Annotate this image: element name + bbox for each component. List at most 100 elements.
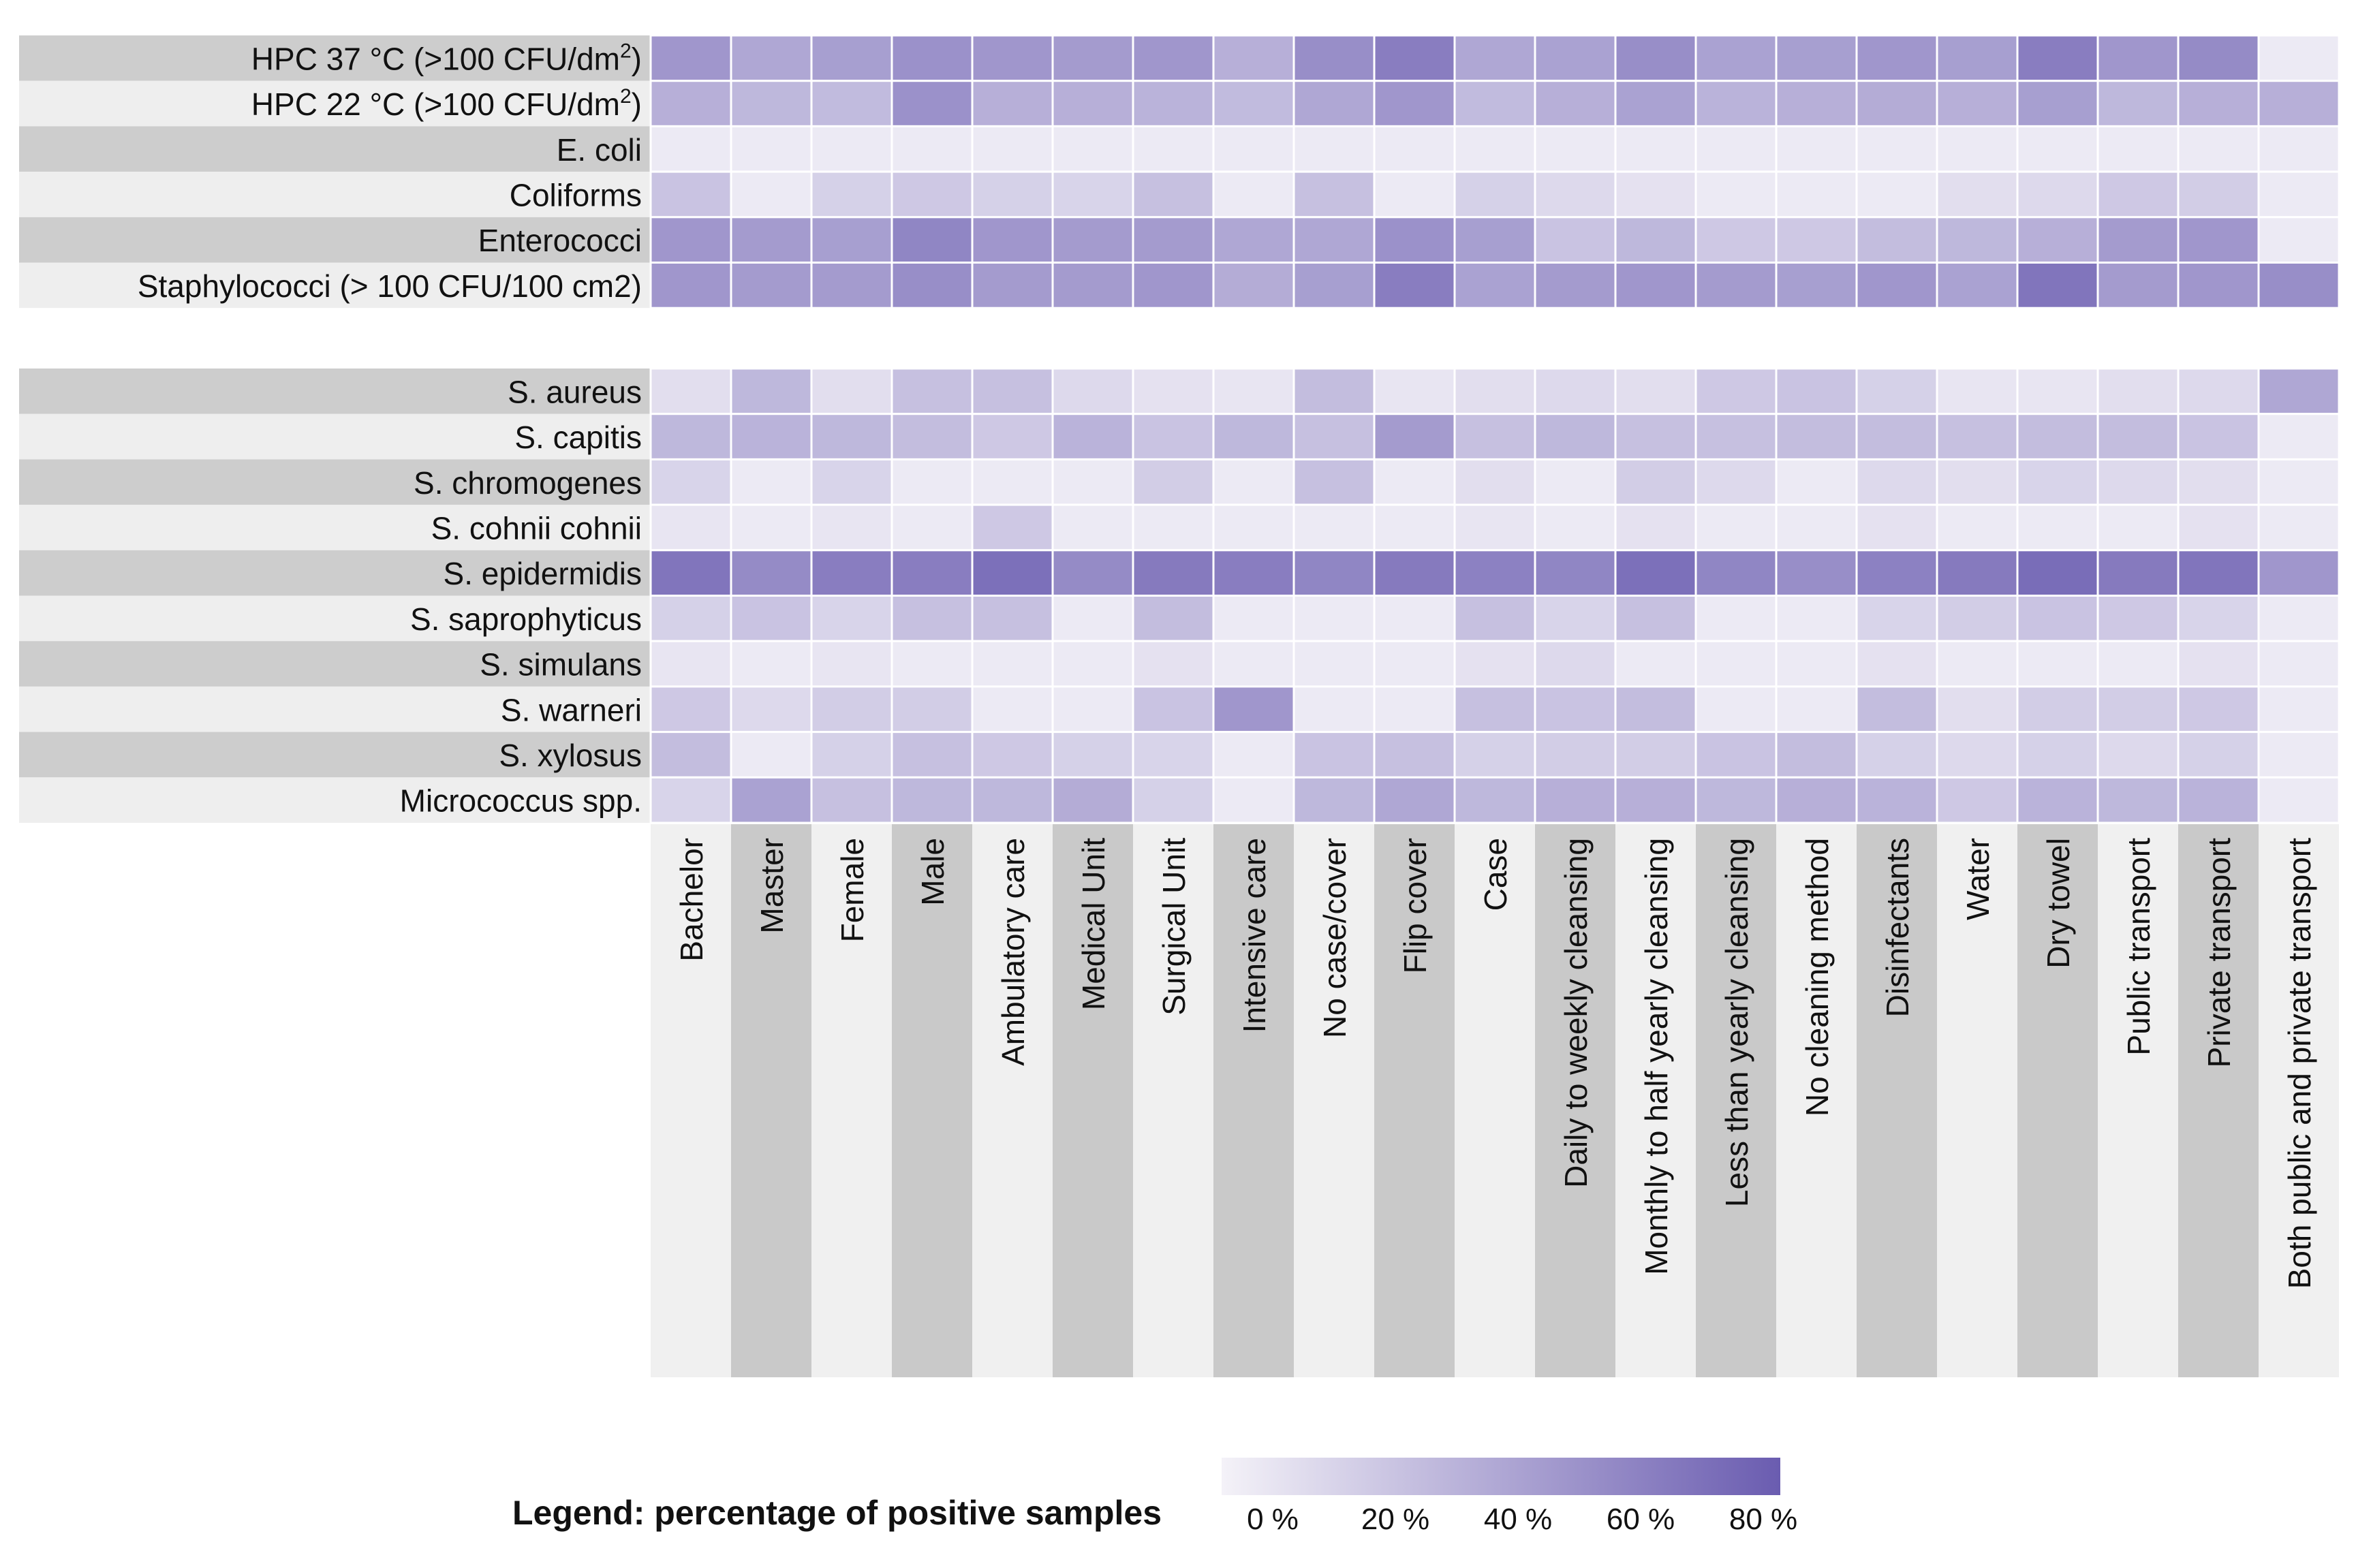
heatmap-cell: [1855, 458, 1938, 506]
heatmap-cell: [730, 413, 813, 460]
heatmap-cell: [1936, 458, 2019, 506]
heatmap-cell: [1453, 595, 1536, 642]
heatmap-cell: [1373, 216, 1456, 264]
heatmap-cell: [2096, 262, 2180, 309]
row-label-s-warneri: S. warneri: [501, 692, 642, 727]
heatmap-cell: [1775, 503, 1858, 552]
column-label-band: [651, 824, 731, 1377]
heatmap-cell: [971, 503, 1054, 552]
column-labels: Bachelor Master Female Male Ambulatory care M…: [674, 838, 2317, 1289]
heatmap-cell: [2016, 503, 2099, 552]
heatmap-cell: [2016, 170, 2099, 219]
heatmap-cell: [2257, 170, 2340, 219]
heatmap-cell: [649, 413, 732, 460]
heatmap-cell: [649, 262, 732, 309]
heatmap-cell: [2257, 80, 2340, 127]
row-label-s-aureus: S. aureus: [508, 374, 642, 409]
row-label-band: [19, 413, 651, 460]
heatmap-cell: [1292, 549, 1376, 597]
heatmap-cell: [1292, 458, 1376, 506]
heatmap-cell: [810, 367, 893, 415]
heatmap-cell: [1936, 595, 2019, 642]
heatmap-cell: [2177, 776, 2260, 824]
heatmap-cell: [2016, 34, 2099, 82]
heatmap-cell: [1936, 262, 2019, 309]
row-label-staphylococci-100-cfu-100-cm2: Staphylococci (> 100 CFU/100 cm2): [138, 268, 642, 304]
heatmap-cell: [2096, 216, 2180, 264]
heatmap-cell: [2177, 34, 2260, 82]
heatmap-cell: [1051, 458, 1134, 506]
column-label-bachelor: Bachelor: [674, 838, 709, 962]
heatmap-cell: [2177, 685, 2260, 734]
heatmap-cell: [1775, 80, 1858, 127]
heatmap-cell: [1373, 367, 1456, 415]
heatmap-cell: [810, 685, 893, 734]
heatmap-cell: [1292, 262, 1376, 309]
heatmap-cell: [1534, 170, 1617, 219]
heatmap-cell: [2257, 413, 2340, 460]
column-label-medical-unit: Medical Unit: [1076, 838, 1111, 1010]
legend-tick-label: 60 %: [1607, 1503, 1675, 1536]
row-label-e-coli: E. coli: [557, 132, 642, 168]
heatmap-cell: [1051, 34, 1134, 82]
heatmap-cell: [810, 413, 893, 460]
row-label-hpc-22-c-100-cfu-dm: HPC 22 °C (>100 CFU/dm2): [251, 85, 642, 122]
heatmap-cell: [1212, 367, 1295, 415]
heatmap-cell: [1855, 170, 1938, 219]
heatmap-cell: [810, 549, 893, 597]
heatmap-cell: [1292, 413, 1376, 460]
heatmap-cell: [1132, 170, 1215, 219]
heatmap-cell: [730, 125, 813, 173]
heatmap-cell: [730, 262, 813, 309]
heatmap-cell: [2096, 549, 2180, 597]
heatmap-cell: [1453, 34, 1536, 82]
column-label-band: [972, 824, 1053, 1377]
heatmap-cell: [1051, 216, 1134, 264]
row-label-bands: [19, 35, 651, 823]
heatmap-cell: [1453, 80, 1536, 127]
column-label-band: [731, 824, 811, 1377]
heatmap-cell: [1051, 80, 1134, 127]
heatmap-cell: [890, 503, 974, 552]
heatmap-cell: [1694, 731, 1778, 779]
heatmap-cell: [971, 685, 1054, 734]
legend-tick-label: 20 %: [1361, 1503, 1429, 1536]
heatmap-cell: [1694, 80, 1778, 127]
heatmap-cell: [1855, 367, 1938, 415]
heatmap-cell: [1534, 458, 1617, 506]
heatmap-cell: [1132, 216, 1215, 264]
heatmap-cell: [1534, 80, 1617, 127]
heatmap-cell: [1292, 125, 1376, 173]
heatmap-cell: [730, 170, 813, 219]
heatmap-cell: [1292, 80, 1376, 127]
row-label-band: [19, 80, 651, 127]
heatmap-cell: [2096, 80, 2180, 127]
column-label-monthly-to-half-yearly-cleansing: Monthly to half yearly cleansing: [1639, 838, 1674, 1275]
row-label-band: [19, 35, 651, 81]
heatmap-cell: [1373, 413, 1456, 460]
heatmap-cell: [1855, 640, 1938, 688]
heatmap-cell: [1534, 549, 1617, 597]
heatmap-cell: [1775, 216, 1858, 264]
heatmap-cell: [1855, 125, 1938, 173]
heatmap-cell: [1694, 367, 1778, 415]
heatmap-cell: [1051, 367, 1134, 415]
heatmap-cell: [2257, 262, 2340, 309]
heatmap-cell: [971, 640, 1054, 688]
column-label-band: [2178, 824, 2259, 1377]
row-label-s-saprophyticus: S. saprophyticus: [410, 601, 642, 637]
heatmap-cell: [649, 503, 732, 552]
column-label-daily-to-weekly-cleansing: Daily to weekly cleansing: [1558, 838, 1594, 1188]
heatmap-cell: [1534, 685, 1617, 734]
heatmap-cell: [2016, 80, 2099, 127]
heatmap-cell: [1775, 731, 1858, 779]
heatmap-cell: [810, 170, 893, 219]
heatmap-cell: [649, 216, 732, 264]
legend-color-bar: [1222, 1458, 1780, 1495]
heatmap-cell: [1614, 595, 1697, 642]
heatmap-cell: [649, 595, 732, 642]
heatmap-cell: [2177, 170, 2260, 219]
heatmap-cell: [2096, 595, 2180, 642]
heatmap-cell: [2096, 458, 2180, 506]
